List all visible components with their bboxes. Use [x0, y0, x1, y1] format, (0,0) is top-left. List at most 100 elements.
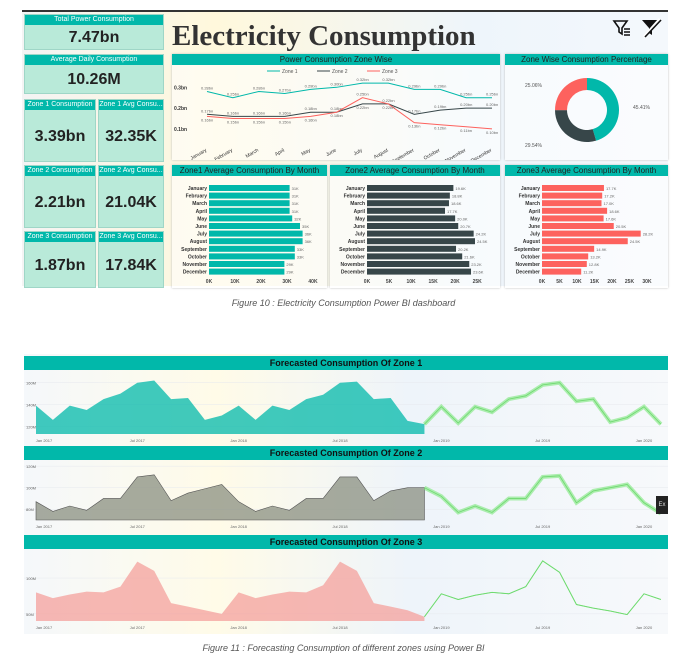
forecast-band — [424, 560, 662, 618]
data-label: 0.12bn — [434, 126, 446, 131]
slice-label: 25.06% — [525, 83, 543, 89]
figure-10-caption: Figure 10 : Electricity Consumption Powe… — [231, 298, 456, 308]
bar-chart-zone3-panel: Zone3 Average Consumption By Month Janua… — [505, 165, 668, 288]
x-tick: Jul 2019 — [535, 625, 551, 630]
x-tick: Jan 2018 — [230, 625, 247, 630]
x-tick: Jul 2018 — [332, 625, 348, 630]
y-tick: May — [197, 216, 207, 222]
clear-filter-icon[interactable] — [640, 17, 662, 44]
line-chart-panel: Power Consumption Zone Wise Zone 1 0.28bn… — [172, 54, 500, 165]
y-tick: November — [516, 262, 541, 268]
kpi-value: 17.84K — [105, 257, 157, 274]
data-label: 14.9K — [596, 247, 607, 252]
y-tick: 120M — [26, 424, 36, 429]
x-tick: Jan 2018 — [230, 438, 247, 443]
y-tick: April — [529, 209, 541, 215]
forecast-band — [423, 473, 662, 516]
x-tick: Jan 2017 — [36, 438, 53, 443]
bar — [542, 245, 595, 252]
data-label: 0.15bn — [227, 119, 239, 124]
y-tick: September — [339, 247, 365, 253]
data-label: 31K — [292, 186, 299, 191]
data-label: 0.28bn — [253, 85, 265, 90]
slice-label: 29.54% — [525, 143, 543, 149]
forecast-line — [424, 560, 662, 617]
data-label: 23.2K — [471, 262, 482, 267]
chart-title: Zone3 Average Consumption By Month — [505, 165, 668, 176]
y-tick: December — [183, 270, 207, 276]
y-tick: 0.1bn — [174, 127, 187, 133]
data-label: 20.0K — [457, 216, 468, 221]
dashboard-title: Electricity Consumption — [172, 20, 476, 52]
actual-area — [35, 474, 425, 521]
data-label: 0.16bn — [279, 110, 291, 115]
data-label: 0.29bn — [434, 83, 446, 88]
bar — [542, 192, 603, 199]
x-tick: 20K — [607, 279, 617, 285]
pie-slice — [555, 110, 597, 142]
y-tick: June — [528, 224, 540, 230]
y-tick: December — [516, 270, 540, 276]
kpi-label: Total Power Consumption — [25, 15, 163, 25]
data-label: 11.2K — [583, 270, 593, 275]
x-tick: 15K — [590, 279, 600, 285]
data-label: 20.7K — [460, 224, 471, 229]
data-label: 0.16bn — [201, 117, 213, 122]
x-tick: Jul 2019 — [535, 438, 551, 443]
x-tick: Jan 2018 — [230, 524, 247, 529]
x-tick: Jan 2017 — [36, 625, 53, 630]
data-label: 17.2K — [604, 194, 615, 199]
bar — [542, 230, 641, 237]
forecast-line — [424, 382, 662, 425]
data-label: 17.7K — [606, 186, 617, 191]
bar — [367, 207, 446, 214]
data-label: 29K — [286, 262, 293, 267]
chart-title: Forecasted Consumption Of Zone 1 — [24, 356, 668, 370]
data-label: 0.18bn — [305, 106, 317, 111]
data-label: 20.5K — [616, 224, 627, 229]
series-line — [206, 82, 492, 99]
x-tick: Jul 2018 — [332, 438, 348, 443]
bar — [367, 238, 475, 245]
data-label: 31K — [292, 194, 299, 199]
forecast-dashboard: Forecasted Consumption Of Zone 1 160M 140… — [24, 354, 668, 634]
x-tick: February — [214, 147, 235, 160]
data-label: 32K — [294, 216, 301, 221]
bar — [367, 192, 450, 199]
series-line — [206, 103, 492, 117]
y-tick: June — [353, 224, 365, 230]
bar — [367, 185, 454, 191]
bar — [209, 223, 300, 229]
data-label: 0.16bn — [305, 117, 317, 122]
slice-label: 45.41% — [633, 105, 651, 111]
y-tick: 80M — [26, 507, 34, 512]
data-label: 0.25bn — [486, 92, 498, 97]
data-label: 33K — [297, 247, 304, 252]
bar — [209, 185, 290, 191]
forecast-line — [424, 475, 662, 514]
data-label: 12.8K — [589, 262, 600, 267]
pie-slice — [587, 78, 619, 141]
data-label: 0.22bn — [382, 105, 394, 110]
data-label: 0.30bn — [331, 81, 343, 86]
data-label: 31K — [292, 201, 299, 206]
data-label: 0.17bn — [408, 108, 420, 113]
data-label: 0.20bn — [486, 102, 498, 107]
y-tick: 0.3bn — [174, 85, 187, 91]
kpi-value: 2.21bn — [34, 194, 86, 211]
figure-11-caption: Figure 11 : Forecasting Consumption of d… — [202, 643, 485, 653]
kpi-label: Zone 2 Consumption — [25, 166, 95, 176]
bar — [542, 268, 582, 275]
bar — [367, 261, 470, 267]
y-tick: September — [181, 247, 207, 253]
data-label: 0.25bn — [356, 92, 368, 97]
actual-area — [36, 561, 425, 621]
kpi-card: Average Daily Consumption 10.26M — [24, 54, 164, 94]
filter-list-icon[interactable] — [612, 18, 632, 43]
x-tick: Jul 2018 — [332, 524, 348, 529]
data-label: 36K — [305, 239, 312, 244]
data-label: 17.6K — [606, 216, 617, 221]
data-label: 0.17bn — [201, 108, 213, 113]
x-tick: 20K — [451, 279, 461, 285]
data-label: 0.27bn — [279, 88, 291, 93]
